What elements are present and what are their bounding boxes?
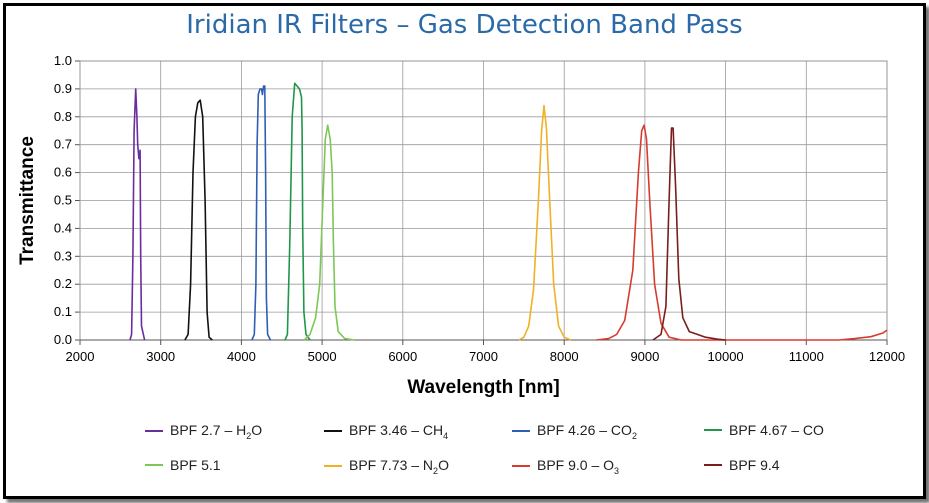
legend-label: BPF 7.73 – N2O [349, 457, 449, 476]
y-tick-label: 0.1 [54, 304, 72, 319]
series-line-6 [596, 124, 888, 341]
series-line-0 [129, 88, 146, 341]
x-tick-label: 6000 [388, 349, 417, 364]
legend-swatch [704, 464, 722, 466]
series-line-1 [184, 99, 213, 341]
y-tick-label: 0.7 [54, 137, 72, 152]
x-tick-label: 12000 [869, 349, 905, 364]
legend-item: BPF 7.73 – N2O [324, 457, 449, 476]
y-tick-label: 1.0 [54, 53, 72, 68]
legend-item: BPF 4.67 – CO [704, 422, 824, 438]
legend-label: BPF 9.4 [729, 457, 780, 473]
legend-swatch [145, 430, 163, 433]
y-tick-label: 0.0 [54, 332, 72, 347]
series-line-2 [251, 85, 272, 341]
series-line-5 [518, 104, 572, 341]
x-tick-label: 8000 [550, 349, 579, 364]
legend-swatch [145, 464, 163, 466]
legend-swatch [324, 465, 342, 468]
legend-swatch [512, 430, 530, 433]
series-line-7 [652, 127, 726, 341]
legend-swatch [324, 430, 342, 433]
x-tick-label: 9000 [630, 349, 659, 364]
x-tick-label: 5000 [308, 349, 337, 364]
legend-label: BPF 2.7 – H2O [170, 422, 263, 441]
legend-item: BPF 4.26 – CO2 [512, 422, 637, 441]
y-tick-label: 0.2 [54, 276, 72, 291]
y-axis-label: Transmittance [17, 136, 38, 265]
legend-label: BPF 4.67 – CO [729, 422, 824, 438]
legend-swatch [512, 465, 530, 468]
x-tick-label: 2000 [66, 349, 95, 364]
y-tick-label: 0.4 [54, 220, 72, 235]
y-tick-label: 0.3 [54, 248, 72, 263]
series-line-4 [303, 124, 355, 341]
x-tick-label: 4000 [227, 349, 256, 364]
series-line-3 [284, 82, 311, 341]
x-tick-label: 11000 [789, 349, 824, 364]
legend-item: BPF 3.46 – CH4 [324, 422, 448, 441]
legend-swatch [704, 429, 722, 431]
y-tick-label: 0.6 [54, 165, 72, 180]
y-tick-label: 0.9 [54, 81, 72, 96]
legend-label: BPF 5.1 [170, 457, 221, 473]
y-tick-label: 0.5 [54, 193, 72, 208]
chart-title: Iridian IR Filters – Gas Detection Band … [186, 10, 743, 40]
legend-item: BPF 9.0 – O3 [512, 457, 619, 476]
legend-label: BPF 4.26 – CO2 [537, 422, 637, 441]
x-tick-label: 3000 [146, 349, 175, 364]
legend-item: BPF 2.7 – H2O [145, 422, 262, 441]
legend-item: BPF 5.1 [145, 457, 221, 473]
y-tick-label: 0.8 [54, 109, 72, 124]
legend-item: BPF 9.4 [704, 457, 780, 473]
x-tick-label: 7000 [469, 349, 498, 364]
x-axis-label: Wavelength [nm] [407, 377, 559, 398]
legend-label: BPF 3.46 – CH4 [349, 422, 449, 441]
x-tick-label: 10000 [708, 349, 744, 364]
legend-label: BPF 9.0 – O3 [537, 457, 620, 476]
